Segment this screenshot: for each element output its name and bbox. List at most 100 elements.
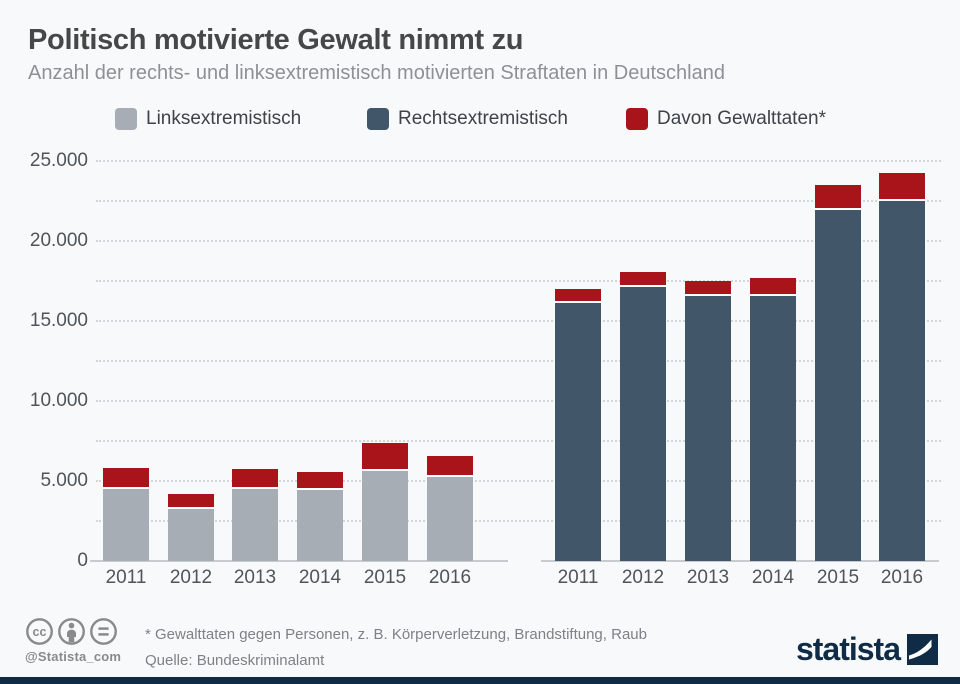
legend: Linksextremistisch Rechtsextremistisch D… xyxy=(0,108,960,136)
gridline-2500 xyxy=(96,520,941,522)
bar-segment-divider xyxy=(750,294,796,296)
bar-segment-divider xyxy=(815,208,861,210)
y-axis-label-15000: 15.000 xyxy=(29,310,88,331)
legend-swatch-red xyxy=(626,108,648,130)
bar-segment-gewalttaten xyxy=(168,494,214,507)
y-axis-label-10000: 10.000 xyxy=(29,390,88,411)
bar-segment-straftaten xyxy=(232,489,278,561)
bar-links-2013 xyxy=(232,469,278,561)
legend-item-rechtsextremistisch: Rechtsextremistisch xyxy=(367,108,568,130)
bar-segment-gewalttaten xyxy=(297,472,343,488)
page-subtitle: Anzahl der rechts- und linksextremistisc… xyxy=(28,62,725,84)
bar-segment-gewalttaten xyxy=(879,173,925,199)
bar-segment-gewalttaten xyxy=(685,281,731,294)
cc-license-block[interactable]: cc @Statista_com xyxy=(25,617,125,664)
gridline-5000 xyxy=(96,480,941,482)
bar-segment-gewalttaten xyxy=(620,272,666,285)
bar-rechts-2012 xyxy=(620,272,666,561)
gridline-12500 xyxy=(96,360,941,362)
bar-segment-straftaten xyxy=(879,201,925,561)
bar-segment-straftaten xyxy=(750,296,796,561)
x-axis-label-rechts-2012: 2012 xyxy=(621,567,665,588)
bar-segment-divider xyxy=(297,488,343,490)
bar-segment-straftaten xyxy=(620,287,666,561)
x-axis-label-rechts-2013: 2013 xyxy=(686,567,730,588)
statista-logotype: statista xyxy=(795,631,901,667)
source-label: Quelle: Bundeskriminalamt xyxy=(145,652,325,669)
x-axis-line-rechts xyxy=(541,560,939,562)
bar-rechts-2013 xyxy=(685,281,731,561)
bar-rechts-2016 xyxy=(879,173,925,561)
x-axis-label-rechts-2016: 2016 xyxy=(880,567,924,588)
bar-links-2015 xyxy=(362,443,408,561)
cc-license-icons[interactable]: cc xyxy=(25,617,118,646)
statista-logo[interactable]: statista xyxy=(796,633,938,665)
bar-segment-divider xyxy=(168,507,214,509)
bar-segment-gewalttaten xyxy=(362,443,408,469)
y-axis-label-5000: 5.000 xyxy=(40,470,88,491)
gridline-15000 xyxy=(96,320,941,322)
bar-segment-straftaten xyxy=(297,490,343,561)
gridline-25000 xyxy=(96,160,941,162)
x-axis-label-rechts-2015: 2015 xyxy=(816,567,860,588)
bar-links-2014 xyxy=(297,472,343,561)
bar-segment-divider xyxy=(879,199,925,201)
bar-segment-divider xyxy=(685,294,731,296)
bar-segment-divider xyxy=(103,487,149,489)
bar-segment-straftaten xyxy=(168,509,214,561)
bar-rechts-2015 xyxy=(815,185,861,561)
x-axis-label-links-2013: 2013 xyxy=(233,567,277,588)
legend-swatch-slate xyxy=(367,108,389,130)
statista-logo-mark xyxy=(907,633,938,665)
legend-label-linksextremistisch: Linksextremistisch xyxy=(146,108,302,129)
bar-segment-divider xyxy=(362,469,408,471)
svg-text:cc: cc xyxy=(33,625,47,639)
bar-segment-gewalttaten xyxy=(232,469,278,487)
x-axis-label-links-2015: 2015 xyxy=(363,567,407,588)
x-axis-label-links-2016: 2016 xyxy=(428,567,472,588)
y-axis-label-25000: 25.000 xyxy=(29,150,88,171)
legend-item-gewalttaten: Davon Gewalttaten* xyxy=(626,108,826,130)
bar-segment-straftaten xyxy=(427,477,473,561)
bar-segment-gewalttaten xyxy=(750,278,796,294)
bar-segment-straftaten xyxy=(103,489,149,561)
x-axis-label-rechts-2011: 2011 xyxy=(557,567,599,588)
gridline-20000 xyxy=(96,240,941,242)
bar-rechts-2011 xyxy=(555,289,601,561)
x-axis-label-rechts-2014: 2014 xyxy=(751,567,795,588)
bar-segment-gewalttaten xyxy=(427,456,473,475)
bar-links-2012 xyxy=(168,494,214,561)
gridline-17500 xyxy=(96,280,941,282)
y-axis-label-20000: 20.000 xyxy=(29,230,88,251)
statista-handle[interactable]: @Statista_com xyxy=(25,649,122,664)
page-title: Politisch motivierte Gewalt nimmt zu xyxy=(28,24,524,56)
attribution-icon xyxy=(58,618,85,645)
bar-segment-divider xyxy=(620,285,666,287)
x-axis-label-links-2012: 2012 xyxy=(169,567,213,588)
x-axis-label-links-2014: 2014 xyxy=(298,567,342,588)
equal-icon xyxy=(90,618,117,645)
bar-segment-gewalttaten xyxy=(815,185,861,208)
y-axis-label-0: 0 xyxy=(77,550,88,571)
bar-segment-divider xyxy=(232,487,278,489)
bar-segment-straftaten xyxy=(362,471,408,561)
legend-swatch-gray xyxy=(115,108,137,130)
gridline-10000 xyxy=(96,400,941,402)
bar-segment-gewalttaten xyxy=(555,289,601,301)
bar-links-2016 xyxy=(427,456,473,561)
bar-links-2011 xyxy=(103,468,149,561)
bar-segment-gewalttaten xyxy=(103,468,149,487)
bar-rechts-2014 xyxy=(750,278,796,561)
bar-segment-straftaten xyxy=(815,210,861,561)
bar-segment-divider xyxy=(555,301,601,303)
legend-label-rechtsextremistisch: Rechtsextremistisch xyxy=(398,108,568,129)
bar-segment-straftaten xyxy=(685,296,731,561)
legend-item-linksextremistisch: Linksextremistisch xyxy=(115,108,301,130)
bar-segment-divider xyxy=(427,475,473,477)
gridline-7500 xyxy=(96,440,941,442)
gridline-22500 xyxy=(96,200,941,202)
footnote: * Gewalttaten gegen Personen, z. B. Körp… xyxy=(145,626,647,643)
bottom-brand-strip xyxy=(0,677,960,684)
